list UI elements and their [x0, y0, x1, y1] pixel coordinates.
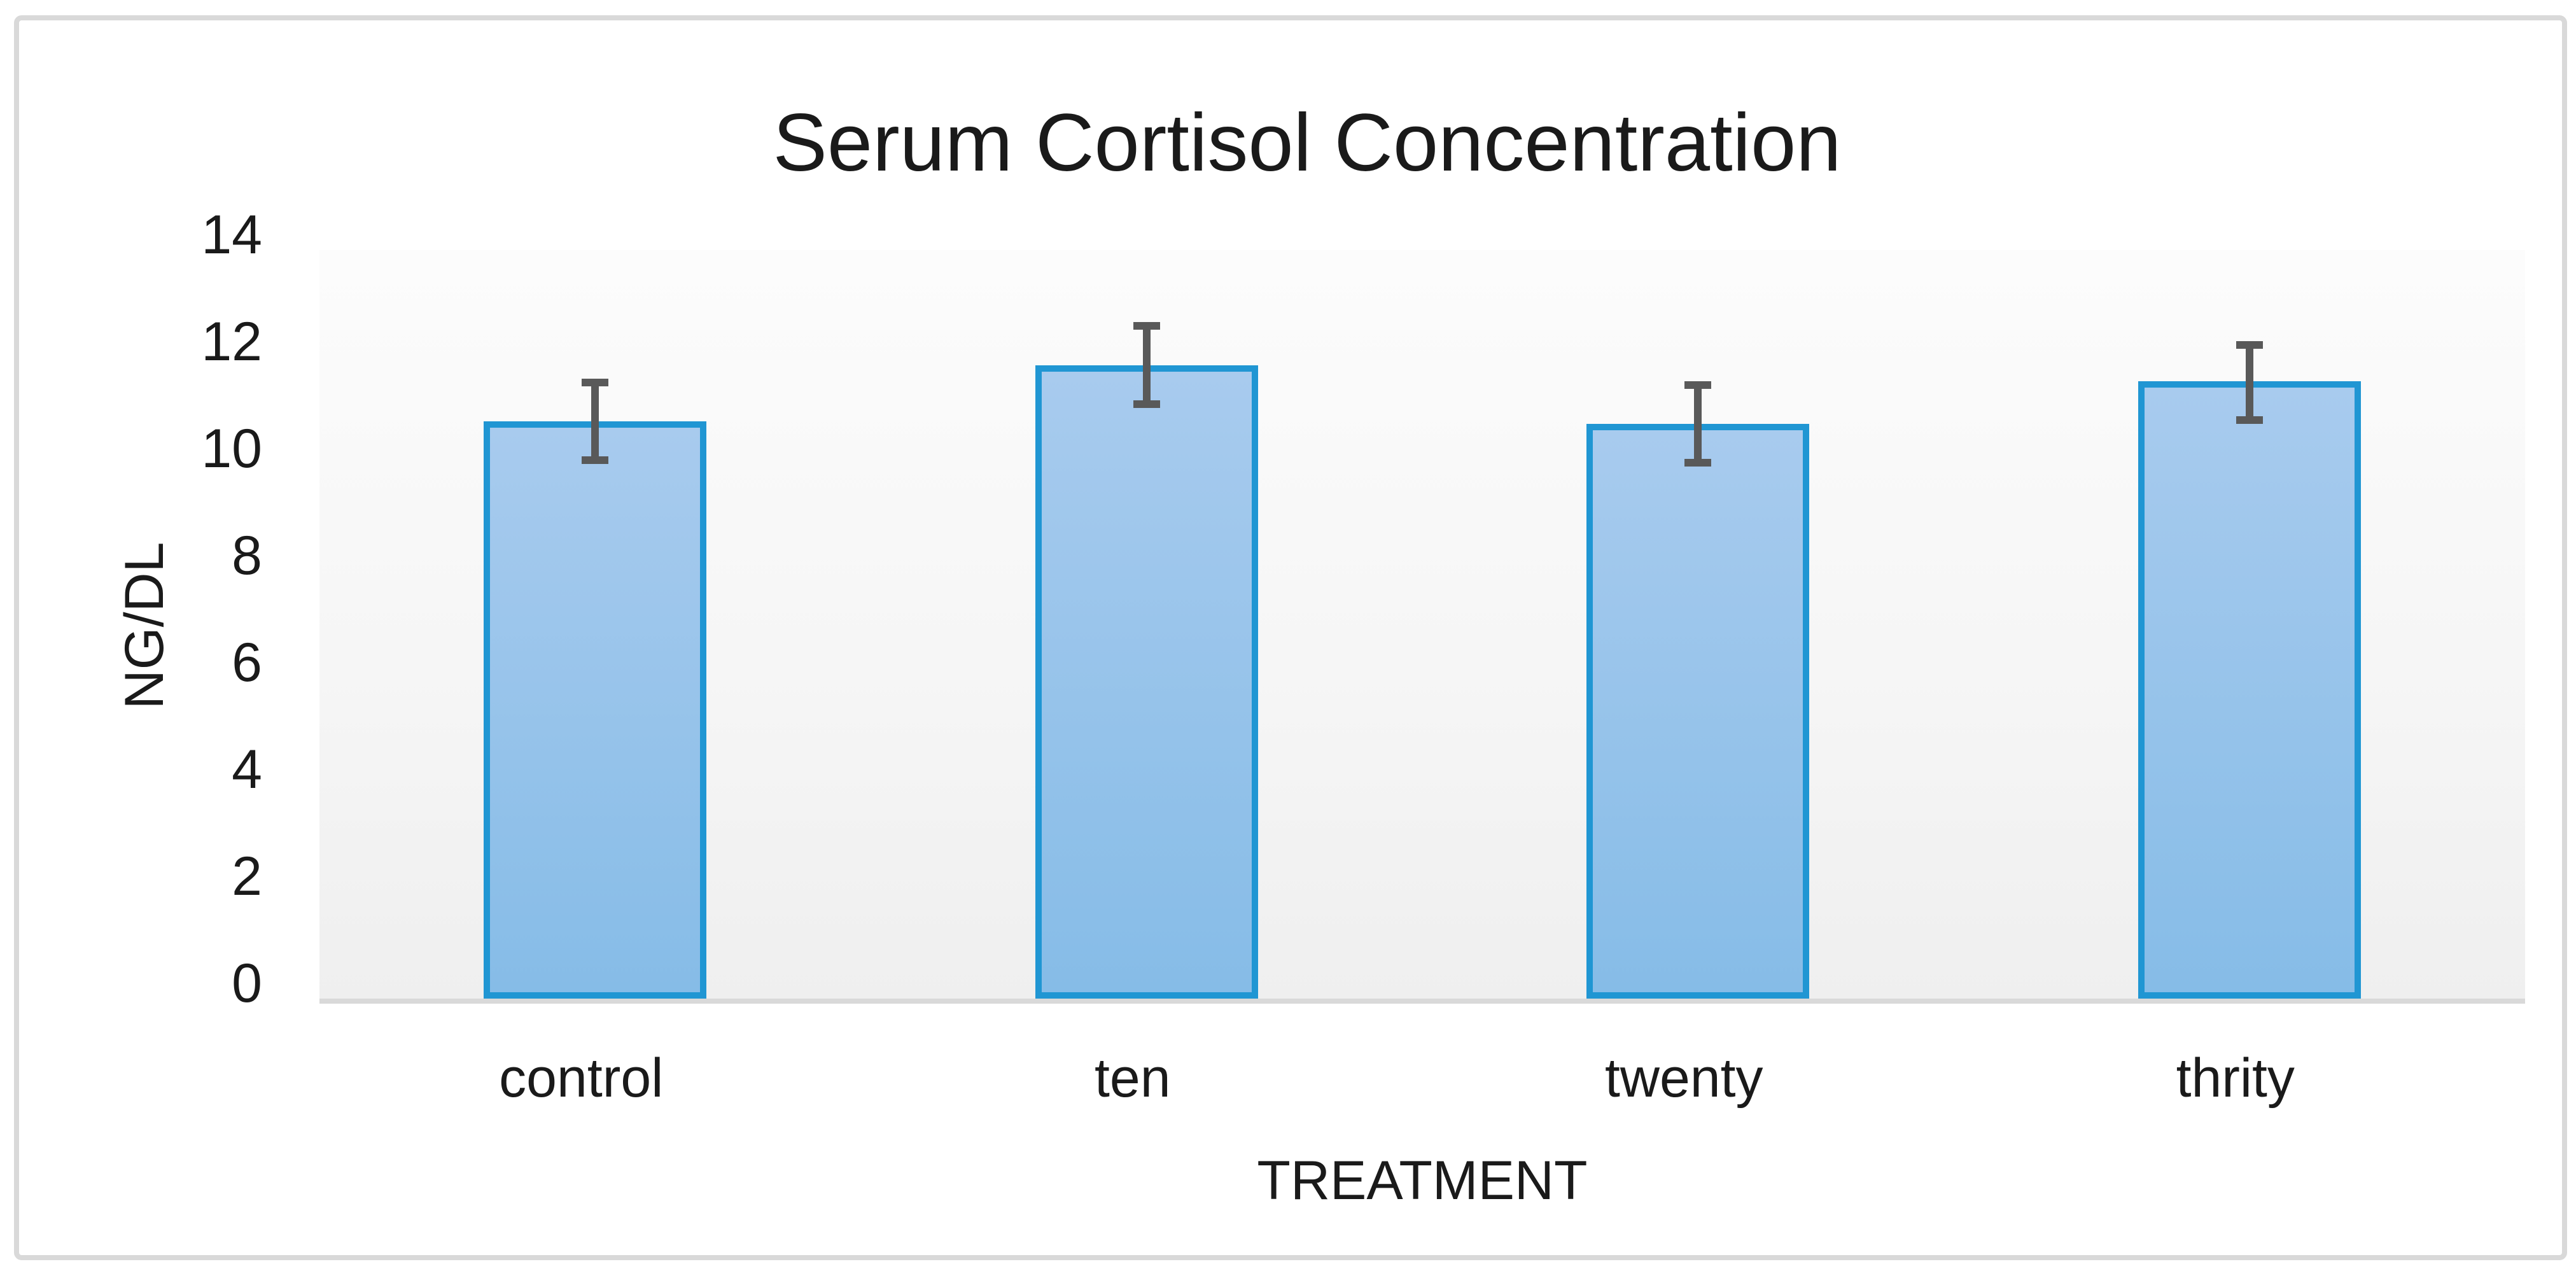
- y-tick-label-0: 0: [232, 953, 262, 1014]
- error-bar-cap-top-thrity: [2236, 341, 2263, 349]
- error-bar-line-thrity: [2245, 341, 2253, 424]
- error-bar-cap-bottom-thrity: [2236, 416, 2263, 424]
- bar-twenty: [1586, 424, 1810, 999]
- bar-thrity: [2138, 381, 2361, 999]
- y-tick-label-10: 10: [201, 418, 262, 479]
- error-bar-cap-bottom-twenty: [1684, 459, 1712, 467]
- error-bar-cap-top-twenty: [1684, 381, 1712, 389]
- plot-area: [319, 250, 2525, 1004]
- x-category-label-control: control: [499, 1048, 664, 1109]
- x-axis-title: TREATMENT: [1257, 1150, 1588, 1211]
- error-bar-line-ten: [1142, 322, 1151, 408]
- error-bar-cap-bottom-control: [582, 456, 609, 464]
- y-tick-label-8: 8: [232, 525, 262, 586]
- y-tick-label-14: 14: [201, 204, 262, 265]
- error-bar-cap-bottom-ten: [1133, 400, 1160, 408]
- x-category-label-thrity: thrity: [2176, 1048, 2295, 1109]
- bar-control: [484, 421, 707, 999]
- error-bar-line-twenty: [1694, 381, 1702, 467]
- error-bar-cap-top-ten: [1133, 322, 1160, 330]
- y-tick-label-12: 12: [201, 311, 262, 372]
- bar-ten: [1035, 365, 1258, 999]
- chart-frame: Serum Cortisol Concentration NG/DL TREAT…: [14, 15, 2567, 1260]
- chart-title: Serum Cortisol Concentration: [773, 97, 1842, 188]
- y-tick-label-4: 4: [232, 739, 262, 800]
- error-bar-line-control: [591, 378, 599, 464]
- y-tick-label-2: 2: [232, 846, 262, 907]
- x-category-label-twenty: twenty: [1604, 1048, 1763, 1109]
- error-bar-cap-top-control: [582, 378, 609, 386]
- x-category-label-ten: ten: [1094, 1048, 1171, 1109]
- y-tick-label-6: 6: [232, 632, 262, 693]
